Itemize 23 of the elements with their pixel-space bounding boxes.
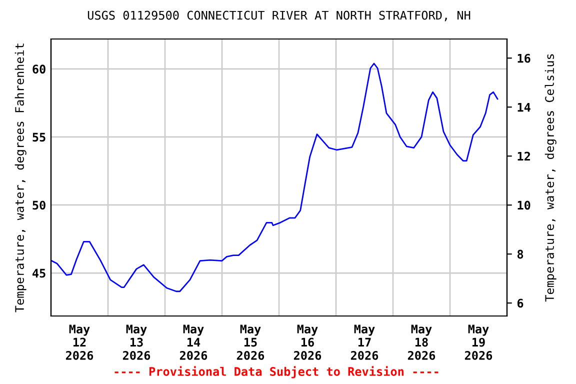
y2-tick-label: 12 — [518, 152, 530, 161]
x-tick-label: May 17 2026 — [350, 324, 378, 360]
x-tick-label: May 12 2026 — [66, 324, 94, 360]
y2-tick-label: 10 — [518, 200, 530, 210]
y2-tick-label: 16 — [518, 54, 530, 63]
y-tick-label: 60 — [32, 64, 46, 74]
chart-title: USGS 01129500 CONNECTICUT RIVER AT NORTH STRATFORD, NH — [88, 10, 470, 22]
x-tick-label: May 15 2026 — [236, 324, 264, 360]
x-tick-label: May 13 2026 — [122, 324, 150, 360]
y-axis-title: Temperature, water, degrees Fahrenheit — [14, 44, 26, 312]
line-series — [51, 62, 498, 292]
y-tick-label: 50 — [32, 200, 46, 210]
y-tick-label: 45 — [32, 268, 46, 278]
text: ---- Provisional Data Subject to Revision ---- — [114, 366, 438, 378]
y2-axis-title: Temperature, water, degrees Celsius — [544, 54, 556, 302]
x-tick-label: May 19 2026 — [464, 324, 492, 360]
y2-tick-label: 6 — [517, 298, 524, 308]
x-tick-label: May 14 2026 — [180, 324, 208, 360]
y2-tick-label: 14 — [518, 102, 530, 112]
y-tick-label: 55 — [32, 132, 46, 142]
x-tick-label: May 18 2026 — [408, 324, 436, 360]
y2-tick-label: 8 — [517, 250, 524, 259]
x-tick-label: May 16 2026 — [294, 324, 322, 360]
